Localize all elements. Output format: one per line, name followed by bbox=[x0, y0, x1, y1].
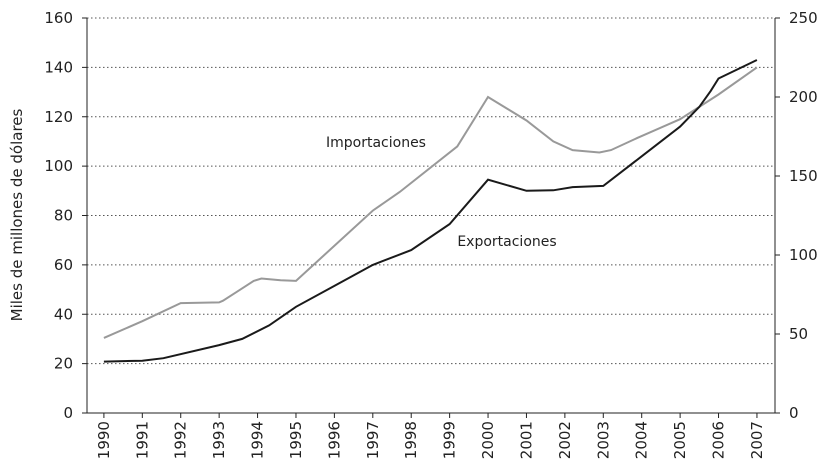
series-line bbox=[103, 66, 758, 339]
y-tick-label: 120 bbox=[44, 108, 73, 126]
x-tick-label: 2001 bbox=[517, 421, 535, 459]
x-tick-label: 2005 bbox=[671, 421, 689, 459]
y2-tick-label: 250 bbox=[789, 9, 818, 27]
y2-tick-label: 50 bbox=[789, 325, 808, 343]
x-tick-label: 1996 bbox=[325, 421, 343, 459]
x-tick-label: 2006 bbox=[710, 421, 728, 459]
x-tick-label: 1995 bbox=[287, 421, 305, 459]
x-tick-label: 1990 bbox=[95, 421, 113, 459]
y2-tick-label: 150 bbox=[789, 167, 818, 185]
y-tick-label: 100 bbox=[44, 157, 73, 175]
x-tick-label: 1999 bbox=[441, 421, 459, 459]
y2-tick-label: 0 bbox=[789, 404, 799, 422]
x-tick-label: 2002 bbox=[556, 421, 574, 459]
x-tick-label: 1992 bbox=[172, 421, 190, 459]
y-tick-label: 80 bbox=[54, 207, 73, 225]
x-tick-label: 1998 bbox=[402, 421, 420, 459]
x-tick-label: 2007 bbox=[748, 421, 766, 459]
series-line bbox=[103, 59, 758, 363]
x-tick-label: 1997 bbox=[364, 421, 382, 459]
y-tick-label: 60 bbox=[54, 256, 73, 274]
x-tick-label: 1991 bbox=[133, 421, 151, 459]
annotation: Exportaciones bbox=[457, 234, 556, 250]
y-tick-label: 20 bbox=[54, 355, 73, 373]
y-tick-label: 0 bbox=[63, 404, 73, 422]
x-tick-label: 2004 bbox=[633, 421, 651, 459]
x-tick-label: 2003 bbox=[594, 421, 612, 459]
x-tick-label: 1993 bbox=[210, 421, 228, 459]
x-tick-label: 1994 bbox=[249, 421, 267, 459]
y-tick-label: 40 bbox=[54, 305, 73, 323]
annotation: Importaciones bbox=[326, 135, 426, 151]
x-tick-label: 2000 bbox=[479, 421, 497, 459]
y2-tick-label: 200 bbox=[789, 88, 818, 106]
y-tick-label: 160 bbox=[44, 9, 73, 27]
y-tick-label: 140 bbox=[44, 58, 73, 76]
y2-tick-label: 100 bbox=[789, 246, 818, 264]
y-axis-label: Miles de millones de dólares bbox=[8, 108, 26, 321]
